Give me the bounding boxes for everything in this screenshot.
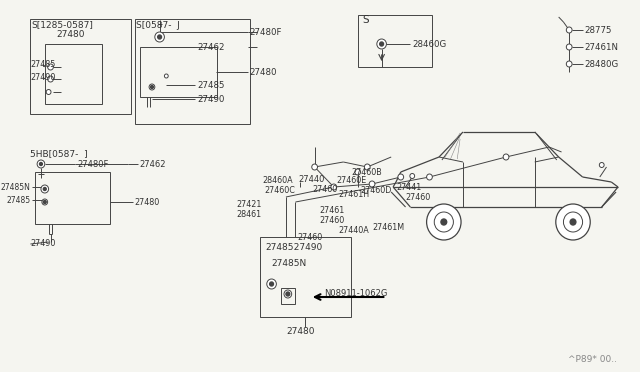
Text: 27485N: 27485N	[1, 183, 31, 192]
Text: 27485: 27485	[197, 80, 225, 90]
Text: 5HB[0587-  ]: 5HB[0587- ]	[31, 150, 88, 158]
Text: 27440: 27440	[298, 174, 324, 183]
Circle shape	[566, 44, 572, 50]
Text: 27461N: 27461N	[584, 42, 618, 51]
Circle shape	[286, 292, 290, 296]
Circle shape	[331, 184, 337, 190]
Text: N08911-1062G: N08911-1062G	[324, 289, 388, 298]
Circle shape	[44, 201, 46, 203]
Text: 28461: 28461	[236, 209, 261, 218]
Text: 28460A: 28460A	[262, 176, 292, 185]
Circle shape	[427, 174, 433, 180]
Text: 28460G: 28460G	[412, 39, 447, 48]
Text: 27460: 27460	[313, 185, 338, 193]
Circle shape	[164, 74, 168, 78]
Circle shape	[47, 64, 53, 70]
Circle shape	[46, 90, 51, 94]
Circle shape	[42, 199, 47, 205]
Circle shape	[47, 76, 53, 82]
Text: 27490: 27490	[31, 73, 56, 81]
Text: 27460B: 27460B	[351, 167, 381, 176]
Text: 27480: 27480	[286, 327, 314, 337]
Text: 27460D: 27460D	[360, 186, 392, 195]
Bar	[140, 47, 217, 97]
Circle shape	[398, 174, 404, 180]
Text: 28775: 28775	[584, 26, 612, 35]
Circle shape	[380, 42, 383, 46]
Text: 27485: 27485	[31, 60, 56, 68]
Circle shape	[312, 164, 317, 170]
Bar	[260, 237, 351, 317]
Text: ^P89* 00..: ^P89* 00..	[568, 356, 617, 365]
Circle shape	[427, 204, 461, 240]
Circle shape	[563, 212, 582, 232]
Circle shape	[267, 279, 276, 289]
Bar	[45, 44, 102, 104]
Text: S[1285-0587]: S[1285-0587]	[31, 20, 93, 29]
Circle shape	[355, 169, 360, 175]
Text: 27440A: 27440A	[339, 225, 369, 234]
Circle shape	[410, 173, 415, 179]
Bar	[31, 19, 131, 114]
Text: 27490: 27490	[197, 94, 224, 103]
Text: 27460E: 27460E	[337, 176, 367, 185]
Text: 27485N: 27485N	[271, 260, 307, 269]
Text: 28480G: 28480G	[584, 60, 619, 68]
Text: 27480F: 27480F	[250, 28, 282, 36]
Circle shape	[566, 61, 572, 67]
Circle shape	[149, 84, 155, 90]
Text: 27460: 27460	[319, 215, 345, 224]
Circle shape	[269, 282, 273, 286]
Text: 27485: 27485	[265, 243, 293, 251]
Text: 27461: 27461	[319, 205, 345, 215]
Text: 27441: 27441	[396, 183, 421, 192]
Text: 27460: 27460	[406, 192, 431, 202]
Circle shape	[441, 219, 447, 225]
Text: S: S	[362, 15, 369, 25]
Text: 27480: 27480	[56, 29, 84, 38]
Text: 27480: 27480	[135, 198, 160, 206]
Circle shape	[41, 185, 49, 193]
Bar	[135, 19, 250, 124]
Text: 27461H: 27461H	[339, 189, 370, 199]
Circle shape	[44, 187, 46, 190]
Text: 27421: 27421	[236, 199, 262, 208]
Text: 27461M: 27461M	[372, 222, 404, 231]
Circle shape	[556, 204, 590, 240]
Text: 27480: 27480	[250, 67, 277, 77]
Circle shape	[435, 212, 453, 232]
Bar	[358, 15, 433, 67]
Bar	[281, 288, 296, 304]
Bar	[35, 172, 110, 224]
Circle shape	[40, 163, 42, 166]
Text: 27460C: 27460C	[265, 186, 296, 195]
Circle shape	[155, 32, 164, 42]
Text: 27490: 27490	[288, 243, 322, 251]
Text: 27485: 27485	[6, 196, 31, 205]
Circle shape	[364, 164, 370, 170]
Text: S[0587-  J: S[0587- J	[136, 20, 180, 29]
Circle shape	[566, 27, 572, 33]
Text: 27460: 27460	[298, 232, 323, 241]
Circle shape	[150, 86, 154, 89]
Circle shape	[37, 160, 45, 168]
Circle shape	[284, 290, 292, 298]
Text: 27462: 27462	[197, 42, 225, 51]
Circle shape	[503, 154, 509, 160]
Text: 27490: 27490	[31, 240, 56, 248]
Text: 27480F: 27480F	[77, 160, 109, 169]
Text: 27462: 27462	[140, 160, 166, 169]
Circle shape	[599, 163, 604, 167]
Circle shape	[369, 181, 375, 187]
Circle shape	[377, 39, 387, 49]
Circle shape	[157, 35, 161, 39]
Circle shape	[570, 219, 576, 225]
